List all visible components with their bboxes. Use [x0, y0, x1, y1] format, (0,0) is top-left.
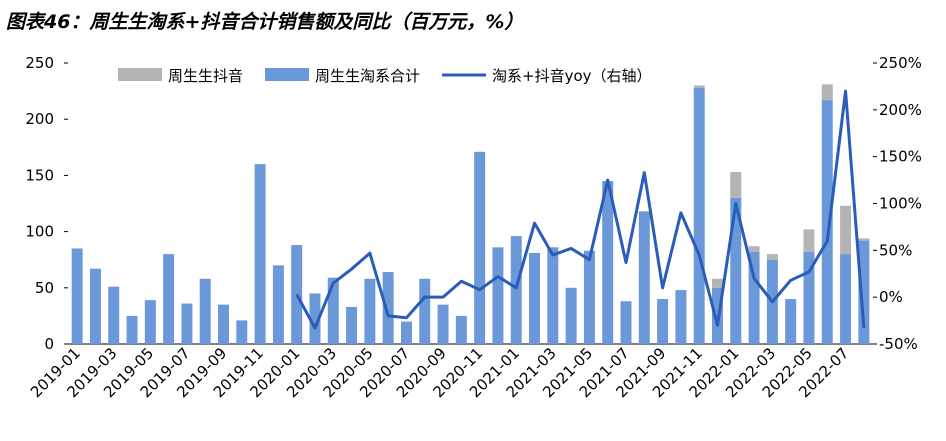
- y-tick-label: 150: [25, 166, 54, 184]
- bar: [602, 181, 614, 344]
- bar: [638, 211, 650, 344]
- bar: [218, 304, 229, 344]
- bar: [382, 272, 394, 344]
- y2-tick-label: 100%: [879, 195, 922, 213]
- bar: [89, 268, 101, 344]
- bar: [712, 278, 723, 288]
- y2-tick-label: 150%: [879, 148, 922, 166]
- bar: [346, 306, 358, 344]
- line: [295, 89, 866, 330]
- bar: [474, 151, 486, 344]
- bar: [272, 265, 284, 344]
- bar: [529, 252, 541, 344]
- bar: [565, 287, 577, 344]
- legend-label: 周生生淘系合计: [315, 67, 420, 85]
- y-tick-label: 0: [44, 335, 54, 353]
- bar: [821, 100, 833, 344]
- bar: [785, 299, 797, 344]
- bar: [803, 229, 815, 252]
- bar: [675, 290, 687, 344]
- bar: [693, 85, 705, 88]
- bar: [620, 301, 632, 344]
- bar: [748, 246, 760, 252]
- legend-label: 淘系+抖音yoy（右轴）: [492, 67, 652, 85]
- bar: [400, 321, 412, 344]
- bar: [547, 247, 559, 344]
- legend-label: 周生生抖音: [168, 67, 243, 85]
- bar: [657, 299, 669, 344]
- bar: [821, 84, 833, 101]
- bar: [455, 315, 467, 344]
- y2-tick-label: 250%: [879, 54, 922, 72]
- bar: [840, 254, 852, 344]
- y2-tick-label: 0%: [879, 288, 903, 306]
- bar: [309, 293, 321, 344]
- bar: [254, 164, 266, 344]
- chart-title: 图表46：周生生淘系+抖音合计销售额及同比（百万元，%）: [6, 11, 523, 33]
- bar: [730, 172, 742, 198]
- bar: [510, 236, 522, 344]
- bar: [419, 278, 431, 344]
- bar: [437, 304, 449, 344]
- bar: [492, 247, 504, 344]
- legend-swatch: [118, 68, 162, 81]
- bar: [766, 254, 778, 260]
- bar: [327, 277, 339, 344]
- bar: [803, 251, 815, 344]
- bar: [71, 248, 83, 344]
- y2-tick-label: -50%: [879, 335, 918, 353]
- bar: [730, 197, 742, 344]
- bar: [693, 87, 705, 344]
- bar: [126, 315, 138, 344]
- y2-tick-label: 50%: [879, 241, 912, 259]
- bar: [108, 286, 120, 344]
- bar: [858, 238, 870, 241]
- bar: [364, 278, 376, 344]
- bar: [163, 254, 175, 344]
- y-tick-label: 200: [25, 110, 54, 128]
- bar: [748, 251, 760, 344]
- bar: [181, 303, 193, 344]
- bar: [199, 278, 211, 344]
- y-tick-label: 100: [25, 223, 54, 241]
- y-tick-label: 50: [35, 279, 54, 297]
- legend-swatch: [265, 68, 310, 81]
- bar: [858, 240, 870, 344]
- y-tick-label: 250: [25, 54, 54, 72]
- bar: [840, 205, 852, 255]
- bar: [583, 250, 595, 344]
- y2-tick-label: 200%: [879, 101, 922, 119]
- bar: [236, 320, 248, 344]
- bar: [144, 300, 156, 344]
